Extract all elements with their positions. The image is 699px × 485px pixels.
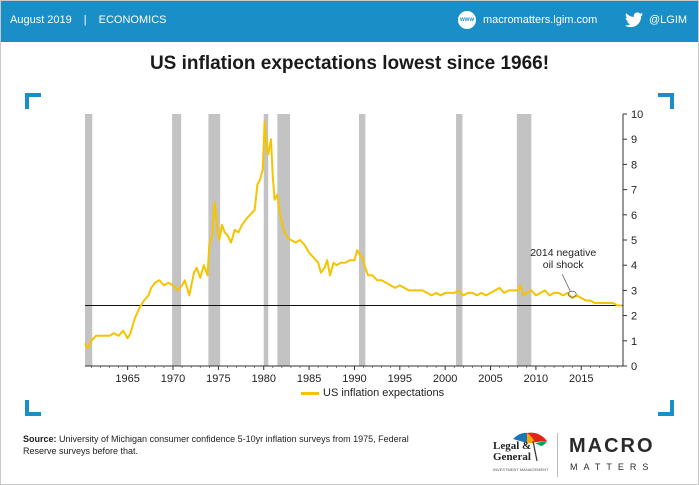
annotation-circle (567, 290, 577, 298)
matters-logo-word: MATTERS (570, 462, 655, 472)
header-bar: August 2019 | ECONOMICS www macromatters.l… (1, 1, 698, 42)
x-tick-label: 2010 (524, 373, 548, 385)
x-tick-label: 1965 (115, 373, 139, 385)
lg-subtitle: INVESTMENT MANAGEMENT (493, 467, 549, 472)
x-tick-label: 1970 (161, 373, 185, 385)
recession-bar (263, 114, 269, 366)
legal-general-wordmark: Legal & General (493, 441, 553, 463)
y-tick-label: 7 (631, 185, 637, 197)
header-date: August 2019 (10, 14, 72, 26)
twitter-bird-icon[interactable] (625, 12, 643, 28)
twitter-handle[interactable]: @LGIM (649, 14, 688, 26)
chart-title: US inflation expectations lowest since 1… (149, 53, 550, 74)
recession-bar (456, 114, 463, 366)
annotation-text-line1: 2014 negative (530, 247, 596, 259)
y-tick-label: 5 (631, 235, 637, 247)
legend-swatch (301, 391, 319, 395)
x-tick-label: 2015 (569, 373, 593, 385)
annotation-text-line2: oil shock (543, 259, 585, 271)
corner-bracket-bottom-left (25, 400, 41, 416)
y-tick-label: 6 (631, 210, 637, 222)
x-tick-label: 2000 (433, 373, 457, 385)
header-section: ECONOMICS (98, 14, 167, 26)
y-tick-label: 8 (631, 159, 637, 171)
x-tick-label: 1985 (297, 373, 321, 385)
y-tick-label: 9 (631, 134, 637, 146)
recession-bar (516, 114, 532, 366)
annotation-leader (561, 274, 571, 292)
corner-bracket-top-right (658, 93, 674, 109)
recession-bar (85, 114, 93, 366)
recession-bar (208, 114, 221, 366)
lg-line2: General (493, 451, 531, 463)
source-note: Source: University of Michigan consumer … (23, 433, 423, 457)
x-tick-label: 1995 (388, 373, 412, 385)
y-tick-label: 2 (631, 311, 637, 323)
header-left: August 2019 | ECONOMICS (10, 14, 166, 26)
y-tick-label: 1 (631, 336, 637, 348)
legal-general-umbrella-logo (513, 432, 547, 462)
x-tick-label: 2005 (478, 373, 502, 385)
x-tick-label: 1980 (251, 373, 275, 385)
recession-bar (277, 114, 291, 366)
source-text: University of Michigan consumer confiden… (23, 434, 409, 456)
x-tick-label: 1990 (342, 373, 366, 385)
website-link[interactable]: macromatters.lgim.com (483, 14, 598, 26)
logo-divider (557, 433, 558, 477)
legend-label: US inflation expectations (323, 387, 445, 399)
y-tick-label: 3 (631, 285, 637, 297)
x-tick-label: 1975 (206, 373, 230, 385)
www-icon: www (458, 11, 476, 29)
y-tick-label: 4 (631, 260, 637, 272)
series-line-inflation-expectations (84, 120, 623, 350)
y-tick-label: 10 (631, 109, 643, 121)
corner-bracket-bottom-right (658, 400, 674, 416)
lg-line1: Legal & (493, 440, 532, 452)
recession-bar (172, 114, 182, 366)
recession-bar (358, 114, 366, 366)
source-label: Source: (23, 434, 57, 444)
chart-legend: US inflation expectations (301, 387, 444, 399)
header-separator: | (83, 14, 87, 26)
macro-logo-word: MACRO (569, 435, 655, 457)
corner-bracket-top-left (25, 93, 41, 109)
y-tick-label: 0 (631, 361, 637, 373)
